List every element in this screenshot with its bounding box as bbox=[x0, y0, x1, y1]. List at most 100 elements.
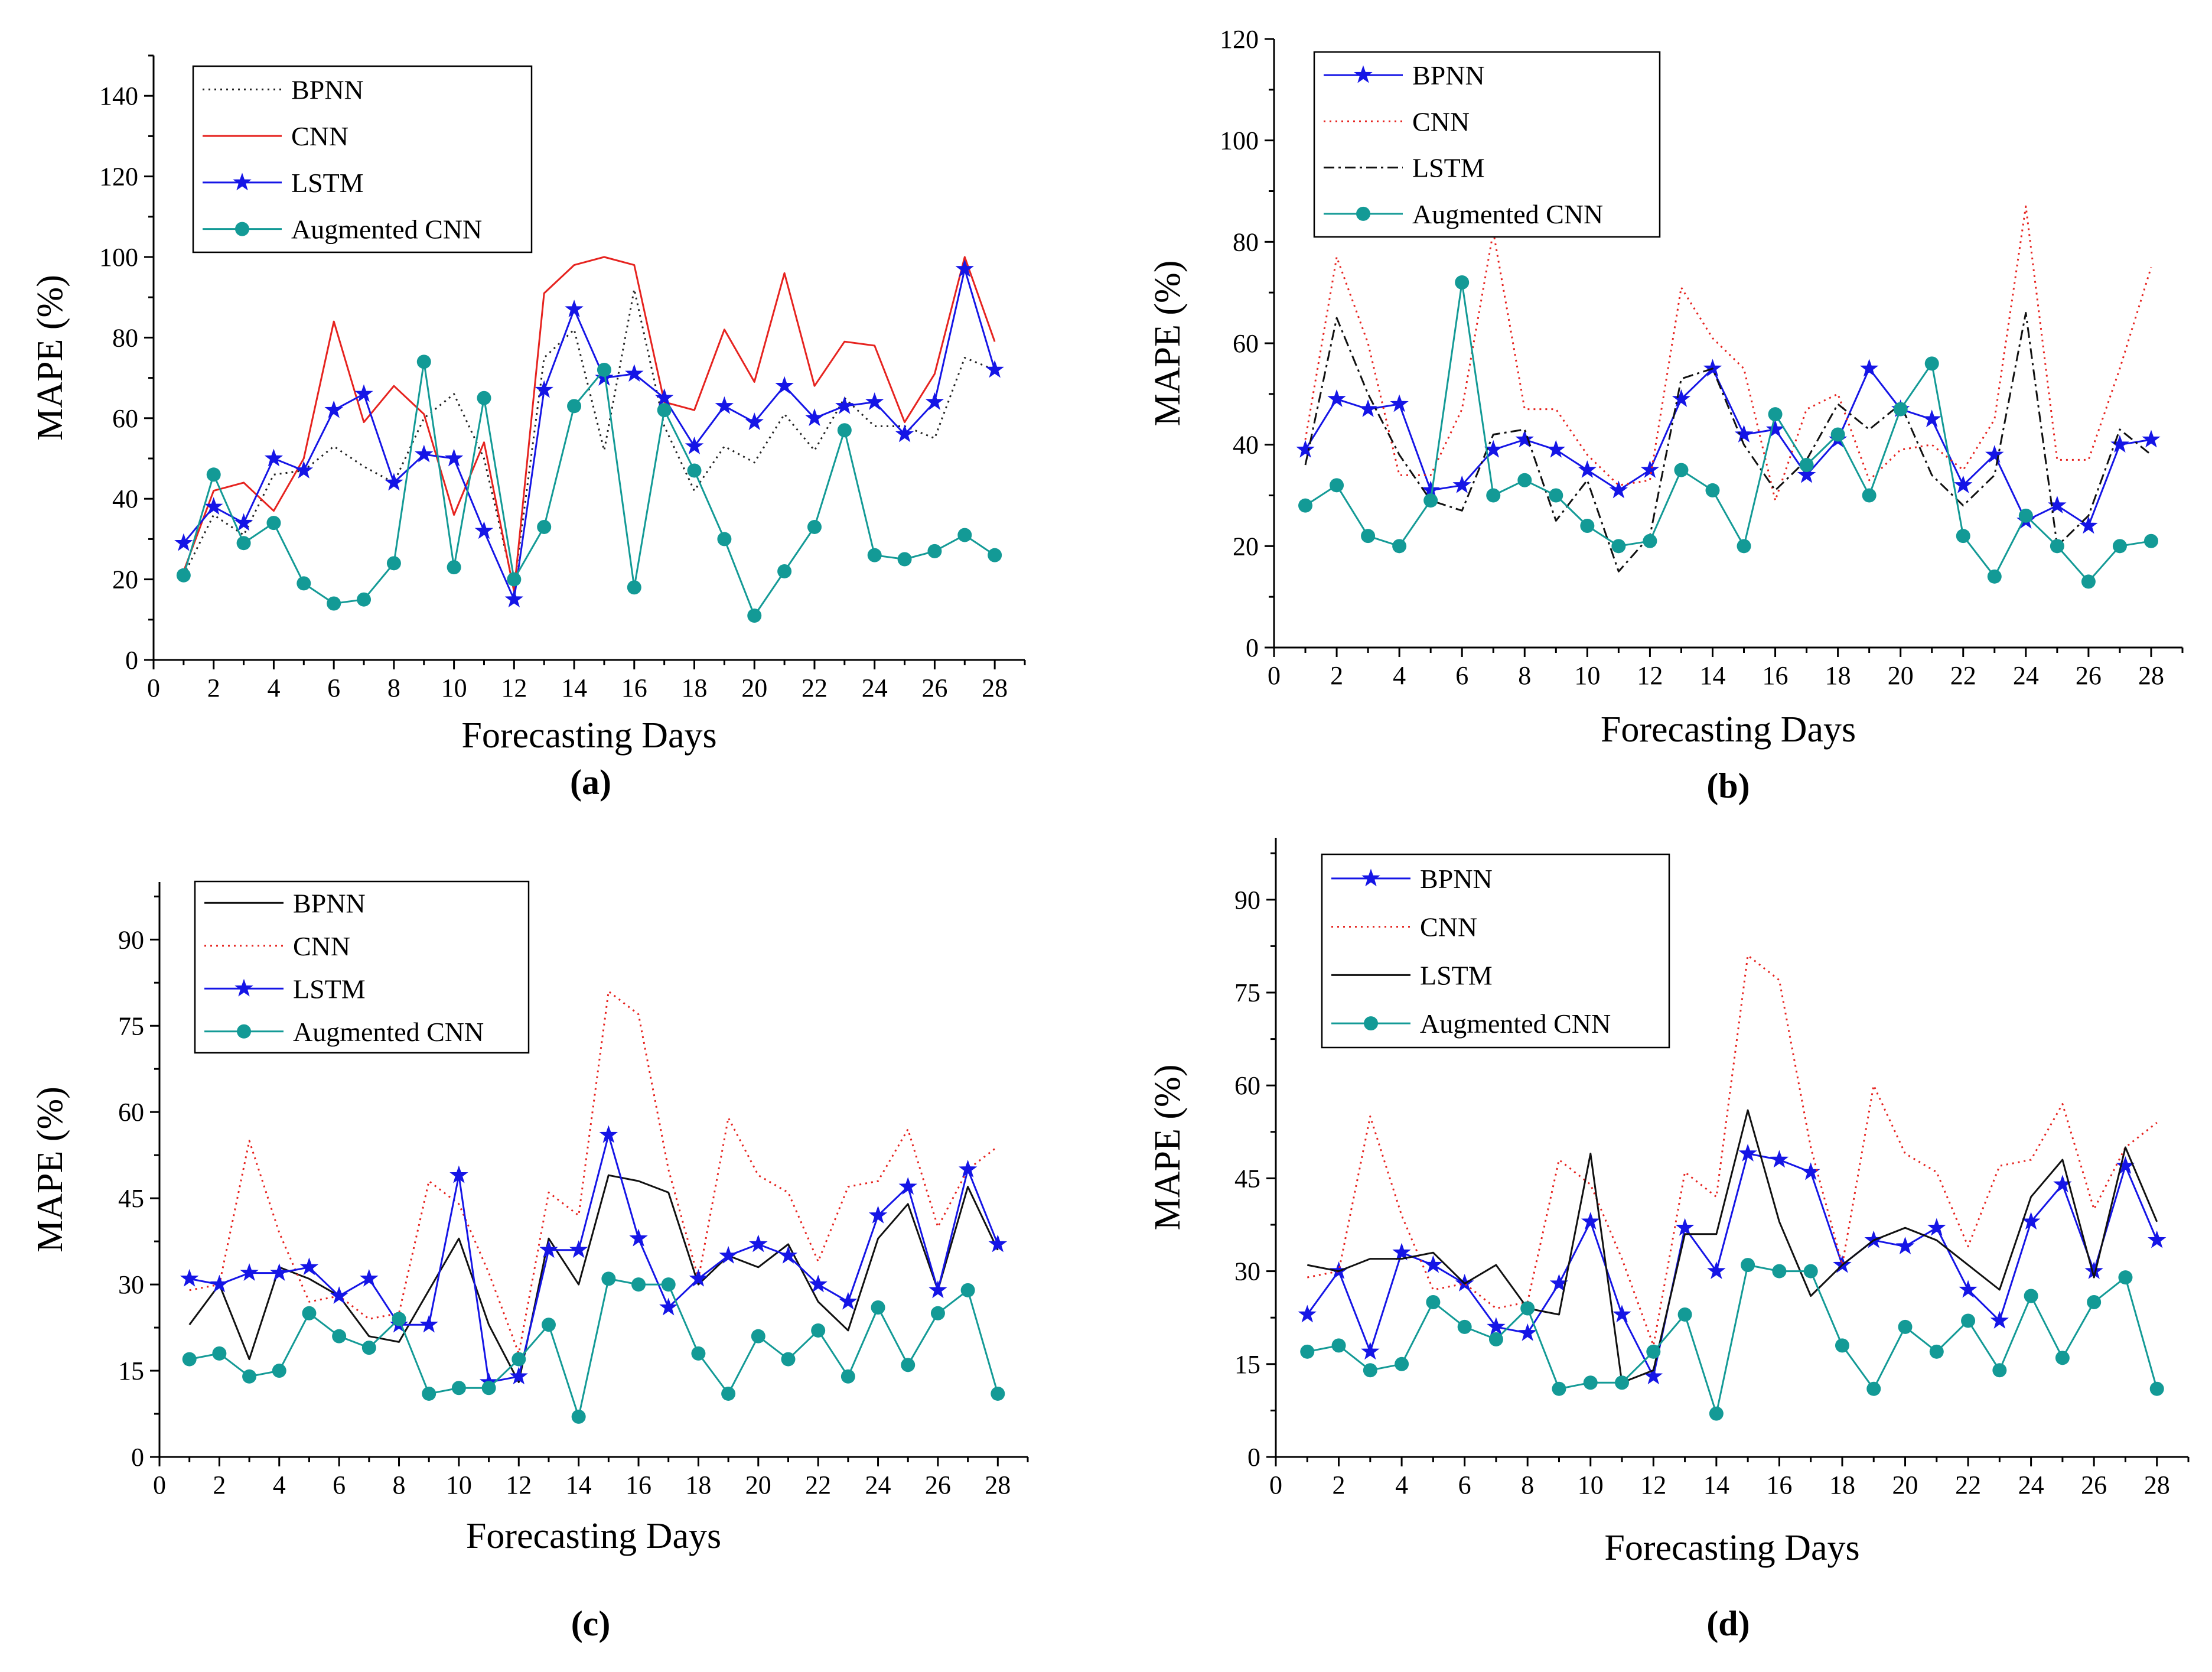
y-tick-label: 60 bbox=[1234, 1071, 1260, 1100]
data-point-lstm bbox=[299, 1257, 319, 1276]
x-tick-label: 24 bbox=[2018, 1471, 2044, 1499]
y-tick-label: 140 bbox=[99, 82, 138, 110]
data-point-bpnn bbox=[1990, 1310, 2009, 1329]
data-point-lstm bbox=[809, 1274, 828, 1293]
data-point-augmented-cnn bbox=[841, 1369, 855, 1384]
data-point-augmented-cnn bbox=[601, 1271, 616, 1286]
y-tick-label: 40 bbox=[112, 484, 138, 513]
y-axis-title: MAPE (%) bbox=[1148, 1065, 1188, 1231]
data-point-lstm bbox=[629, 1228, 648, 1247]
y-tick-label: 75 bbox=[118, 1011, 144, 1040]
data-point-bpnn bbox=[1609, 480, 1628, 499]
x-tick-label: 6 bbox=[1458, 1471, 1471, 1499]
data-point-augmented-cnn bbox=[691, 1346, 706, 1361]
data-point-lstm bbox=[835, 396, 854, 414]
x-tick-label: 0 bbox=[1268, 661, 1281, 690]
y-tick-label: 0 bbox=[1246, 633, 1259, 662]
x-tick-label: 8 bbox=[1518, 661, 1531, 690]
data-point-augmented-cnn bbox=[867, 548, 882, 562]
data-point-lstm bbox=[474, 521, 494, 539]
data-point-augmented-cnn bbox=[182, 1352, 197, 1367]
data-point-lstm bbox=[294, 460, 314, 479]
x-tick-label: 8 bbox=[1521, 1471, 1534, 1499]
x-tick-label: 26 bbox=[925, 1471, 951, 1499]
data-point-lstm bbox=[415, 444, 434, 463]
legend-label-bpnn: BPNN bbox=[1420, 864, 1493, 894]
data-point-augmented-cnn bbox=[1330, 478, 1344, 493]
x-tick-label: 20 bbox=[745, 1471, 771, 1499]
series-line-cnn bbox=[1307, 954, 2158, 1346]
data-point-augmented-cnn bbox=[1677, 1307, 1692, 1322]
data-point-augmented-cnn bbox=[541, 1318, 556, 1332]
legend-label-lstm: LSTM bbox=[293, 974, 366, 1004]
data-point-augmented-cnn bbox=[837, 423, 852, 438]
data-point-bpnn bbox=[1859, 359, 1879, 377]
y-tick-label: 30 bbox=[1234, 1257, 1260, 1286]
data-point-bpnn bbox=[1361, 1342, 1380, 1360]
panel-b: 0 2 4 6 8 10 12 14 16 18 20 22 24 26 28020406080100120… bbox=[1148, 25, 2184, 805]
data-point-bpnn bbox=[1770, 1150, 1789, 1168]
data-point-augmented-cnn bbox=[537, 519, 552, 534]
legend-label-augmented-cnn: Augmented CNN bbox=[1412, 199, 1603, 229]
data-point-augmented-cnn bbox=[512, 1352, 526, 1367]
data-point-augmented-cnn bbox=[2087, 1295, 2102, 1309]
data-point-bpnn bbox=[1959, 1280, 1978, 1298]
data-point-augmented-cnn bbox=[2050, 539, 2064, 554]
data-point-augmented-cnn bbox=[1893, 402, 1908, 417]
x-tick-label: 22 bbox=[1950, 661, 1976, 690]
data-point-augmented-cnn bbox=[386, 556, 401, 571]
data-point-lstm bbox=[898, 1177, 917, 1195]
x-tick-label: 2 bbox=[1333, 1471, 1346, 1499]
data-point-augmented-cnn bbox=[1392, 539, 1407, 554]
y-tick-label: 80 bbox=[1233, 227, 1259, 256]
data-point-lstm bbox=[234, 513, 253, 531]
x-tick-label: 4 bbox=[1395, 1471, 1408, 1499]
x-tick-label: 8 bbox=[393, 1471, 406, 1499]
x-tick-label: 28 bbox=[985, 1471, 1011, 1499]
data-point-bpnn bbox=[2142, 430, 2161, 448]
data-point-augmented-cnn bbox=[777, 564, 792, 578]
data-point-augmented-cnn bbox=[1772, 1264, 1787, 1279]
data-point-bpnn bbox=[1797, 465, 1816, 483]
series-line-augmented-cnn bbox=[1305, 281, 2152, 583]
data-point-augmented-cnn bbox=[687, 463, 702, 478]
data-point-lstm bbox=[654, 388, 674, 406]
x-tick-label: 18 bbox=[682, 674, 708, 702]
y-tick-label: 90 bbox=[1234, 886, 1260, 915]
y-tick-label: 20 bbox=[1233, 532, 1259, 561]
data-point-augmented-cnn bbox=[1929, 1344, 1944, 1359]
data-point-bpnn bbox=[1581, 1212, 1600, 1230]
data-point-lstm bbox=[659, 1297, 678, 1316]
data-point-augmented-cnn bbox=[1580, 519, 1595, 533]
series-line-lstm bbox=[189, 1134, 999, 1383]
series-augmented-cnn bbox=[182, 1271, 1005, 1424]
data-point-augmented-cnn bbox=[1395, 1357, 1409, 1371]
data-point-augmented-cnn bbox=[447, 560, 461, 575]
x-tick-label: 26 bbox=[2081, 1471, 2107, 1499]
data-point-augmented-cnn bbox=[901, 1358, 916, 1372]
legend-label-bpnn: BPNN bbox=[293, 888, 366, 918]
series-lstm bbox=[174, 259, 1004, 608]
data-point-lstm bbox=[449, 1165, 468, 1183]
x-tick-label: 18 bbox=[1829, 1471, 1855, 1499]
data-point-augmented-cnn bbox=[1643, 534, 1657, 548]
series-line-augmented-cnn bbox=[189, 1277, 999, 1418]
y-tick-label: 15 bbox=[1234, 1350, 1260, 1379]
data-point-lstm bbox=[569, 1240, 588, 1258]
data-point-lstm bbox=[535, 380, 553, 398]
legend-marker-bpnn bbox=[1354, 65, 1373, 83]
data-point-bpnn bbox=[1801, 1162, 1820, 1180]
data-point-augmented-cnn bbox=[1488, 1332, 1503, 1346]
data-point-augmented-cnn bbox=[481, 1381, 496, 1395]
x-tick-label: 2 bbox=[213, 1471, 226, 1499]
x-tick-label: 12 bbox=[501, 674, 527, 702]
data-point-bpnn bbox=[1390, 394, 1409, 412]
x-tick-label: 16 bbox=[621, 674, 647, 702]
data-point-augmented-cnn bbox=[1517, 473, 1532, 487]
legend-label-bpnn: BPNN bbox=[1412, 60, 1485, 90]
data-point-augmented-cnn bbox=[991, 1386, 1005, 1401]
series-augmented-cnn bbox=[1298, 275, 2158, 589]
data-point-augmented-cnn bbox=[807, 519, 822, 534]
data-point-lstm bbox=[174, 533, 193, 551]
data-point-augmented-cnn bbox=[1992, 1363, 2007, 1378]
